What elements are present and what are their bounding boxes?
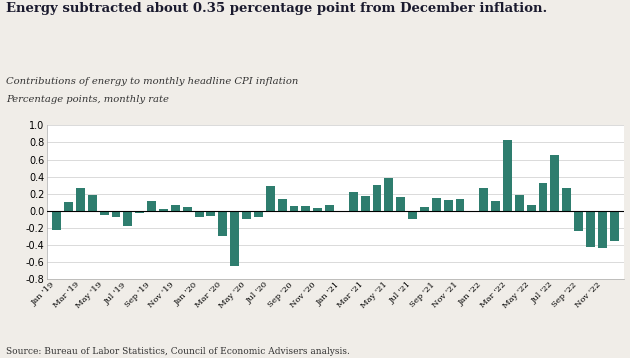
Text: Energy subtracted about 0.35 percentage point from December inflation.: Energy subtracted about 0.35 percentage … <box>6 2 547 15</box>
Bar <box>372 185 381 211</box>
Bar <box>432 198 441 211</box>
Bar <box>112 211 120 217</box>
Bar <box>88 194 97 211</box>
Bar <box>551 155 559 211</box>
Bar <box>420 207 429 211</box>
Bar <box>52 211 61 229</box>
Bar <box>503 140 512 211</box>
Bar <box>491 202 500 211</box>
Bar <box>301 206 310 211</box>
Bar <box>444 200 452 211</box>
Bar <box>527 205 536 211</box>
Bar <box>254 211 263 217</box>
Bar <box>539 183 547 211</box>
Text: Percentage points, monthly rate: Percentage points, monthly rate <box>6 95 169 104</box>
Bar <box>64 202 73 211</box>
Bar <box>325 205 334 211</box>
Bar <box>337 211 346 212</box>
Bar <box>396 197 405 211</box>
Bar <box>171 205 180 211</box>
Bar <box>610 211 619 241</box>
Bar <box>563 188 571 211</box>
Bar <box>183 207 192 211</box>
Bar <box>195 211 203 217</box>
Bar <box>574 211 583 231</box>
Bar <box>515 194 524 211</box>
Bar <box>242 211 251 219</box>
Bar <box>147 200 156 211</box>
Bar <box>586 211 595 247</box>
Bar <box>266 186 275 211</box>
Bar <box>207 211 215 216</box>
Bar <box>361 196 370 211</box>
Bar <box>123 211 132 226</box>
Bar <box>230 211 239 266</box>
Text: Source: Bureau of Labor Statistics, Council of Economic Advisers analysis.: Source: Bureau of Labor Statistics, Coun… <box>6 347 350 356</box>
Bar <box>290 206 299 211</box>
Bar <box>479 188 488 211</box>
Bar <box>455 199 464 211</box>
Bar <box>100 211 108 215</box>
Bar <box>598 211 607 248</box>
Bar <box>408 211 417 219</box>
Text: Contributions of energy to monthly headline CPI inflation: Contributions of energy to monthly headl… <box>6 77 299 86</box>
Bar <box>76 188 85 211</box>
Bar <box>278 199 287 211</box>
Bar <box>219 211 227 237</box>
Bar <box>384 178 393 211</box>
Bar <box>159 209 168 211</box>
Bar <box>313 208 322 211</box>
Bar <box>135 211 144 213</box>
Bar <box>349 192 358 211</box>
